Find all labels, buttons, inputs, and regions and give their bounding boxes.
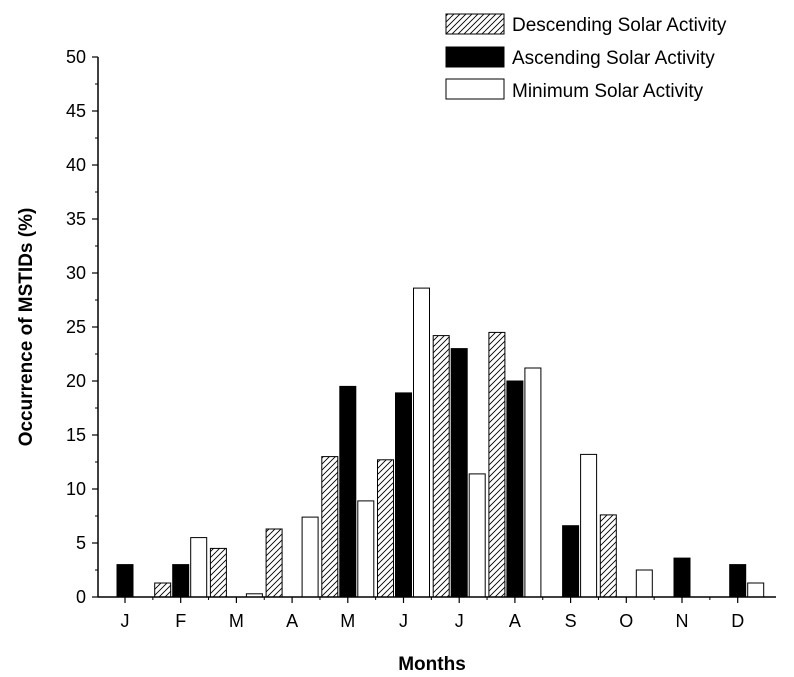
y-tick-label: 15	[66, 425, 86, 445]
bar-minimum-4	[357, 500, 375, 598]
x-tick-label: A	[286, 611, 298, 631]
x-tick-label: A	[509, 611, 521, 631]
legend-swatch-minimum	[445, 78, 505, 100]
legend-label-minimum: Minimum Solar Activity	[512, 81, 704, 102]
bar-ascending-11	[729, 564, 747, 598]
x-tick-label: F	[175, 611, 186, 631]
bar-minimum-9	[635, 569, 653, 598]
y-tick-label: 45	[66, 101, 86, 121]
bar-minimum-3	[301, 516, 319, 598]
x-tick-label: S	[565, 611, 577, 631]
legend: Descending Solar Activity Ascending Sola…	[445, 13, 727, 102]
y-tick-label: 20	[66, 371, 86, 391]
bar-descending-2	[209, 547, 227, 598]
bar-ascending-8	[562, 525, 580, 598]
y-tick-label: 0	[76, 587, 86, 607]
x-tick-label: M	[229, 611, 244, 631]
axes: 0 5 10 15 20 25 30 35 40 45 50 J F M A M J J A S O N D	[66, 47, 776, 631]
y-tick-label: 50	[66, 47, 86, 67]
legend-swatch-descending	[445, 13, 505, 35]
bar-ascending-1	[172, 564, 190, 598]
x-tick-label: J	[399, 611, 408, 631]
y-tick-label: 30	[66, 263, 86, 283]
bar-minimum-7	[524, 367, 542, 598]
x-tick-label: M	[340, 611, 355, 631]
x-tick-label: O	[619, 611, 633, 631]
bar-ascending-7	[506, 380, 524, 598]
x-tick-label: N	[676, 611, 689, 631]
bar-descending-6	[432, 335, 450, 598]
bar-ascending-10	[673, 557, 691, 598]
y-axis-label: Occurrence of MSTIDs (%)	[16, 208, 37, 447]
y-tick-label: 25	[66, 317, 86, 337]
bar-descending-5	[377, 459, 394, 598]
y-tick-label: 5	[76, 533, 86, 553]
x-axis-label: Months	[398, 654, 466, 675]
y-tick-label: 35	[66, 209, 86, 229]
x-tick-label: J	[455, 611, 464, 631]
bar-ascending-5	[395, 392, 412, 598]
legend-label-ascending: Ascending Solar Activity	[512, 48, 715, 69]
x-tick-label: D	[731, 611, 744, 631]
bar-descending-1	[154, 582, 172, 598]
bar-ascending-4	[339, 385, 357, 598]
y-tick-label: 40	[66, 155, 86, 175]
bar-minimum-6	[468, 473, 486, 598]
bar-descending-4	[321, 456, 339, 598]
legend-label-descending: Descending Solar Activity	[512, 15, 727, 36]
bar-minimum-1	[190, 537, 208, 598]
bars-layer	[116, 287, 765, 598]
bar-ascending-6	[450, 348, 468, 598]
y-tick-label: 10	[66, 479, 86, 499]
bar-minimum-11	[747, 582, 765, 598]
legend-swatch-ascending	[445, 46, 505, 68]
bar-minimum-5	[413, 287, 430, 598]
bar-minimum-8	[580, 453, 598, 598]
bar-ascending-0	[116, 564, 134, 598]
bar-descending-3	[265, 528, 283, 598]
bar-descending-9	[599, 514, 617, 598]
x-tick-label: J	[121, 611, 130, 631]
bar-descending-7	[488, 331, 506, 598]
